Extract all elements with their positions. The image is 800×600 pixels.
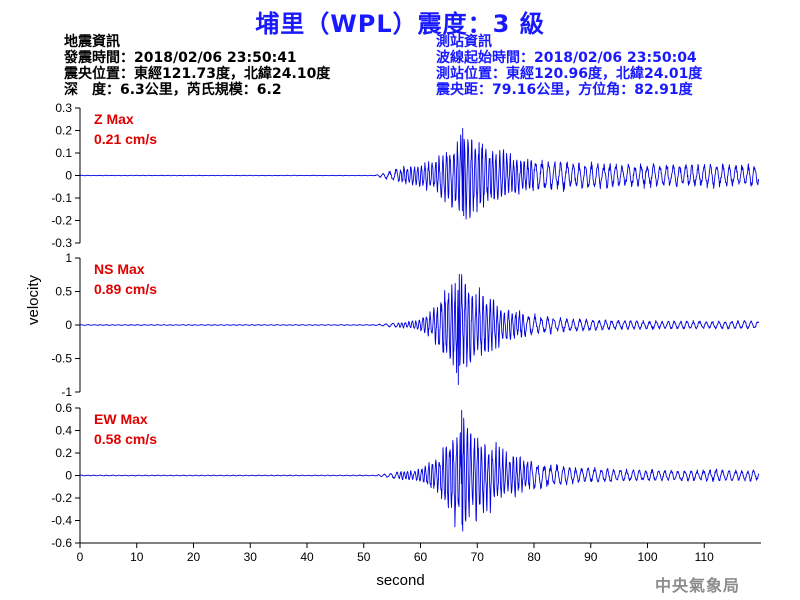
x-tick-label: 50 (357, 550, 371, 564)
x-tick-label: 100 (637, 550, 657, 564)
ns-max-label: NS Max (94, 261, 145, 277)
earthquake-info-heading: 地震資訊 (64, 34, 120, 50)
z-y-tick-label: 0.1 (55, 146, 72, 160)
z-y-tick-label: -0.3 (51, 236, 72, 250)
wave-start-time: 波線起始時間：2018/02/06 23:50:04 (436, 50, 697, 66)
z-y-tick-label: 0.2 (55, 124, 72, 138)
x-tick-label: 30 (244, 550, 258, 564)
x-tick-label: 0 (77, 550, 84, 564)
earthquake-info: 地震資訊 發震時間：2018/02/06 23:50:41 震央位置：東經121… (64, 34, 330, 98)
ns-velocity-trace (79, 273, 760, 386)
ns-y-tick-label: 1 (65, 251, 72, 265)
station-location: 測站位置：東經120.96度，北緯24.01度 (436, 66, 703, 82)
watermark: 中央氣象局 (655, 576, 741, 595)
page-title: 埔里（WPL）震度：3 級 (255, 10, 545, 38)
x-tick-label: 60 (414, 550, 428, 564)
z-y-tick-label: 0 (65, 169, 72, 183)
epicentral-distance-azimuth: 震央距：79.16公里，方位角：82.91度 (436, 82, 693, 98)
ew-max-value-label: 0.58 cm/s (94, 431, 157, 447)
epicenter-location: 震央位置：東經121.73度，北緯24.10度 (64, 66, 331, 82)
ns-max-value-label: 0.89 cm/s (94, 281, 157, 297)
x-tick-label: 40 (300, 550, 314, 564)
z-y-tick-label: -0.2 (51, 214, 72, 228)
ew-y-tick-label: 0.4 (55, 424, 72, 438)
ns-y-tick-label: -1 (61, 385, 72, 399)
ew-y-tick-label: 0.6 (55, 401, 72, 415)
ew-y-tick-label: 0 (65, 469, 72, 483)
ns-y-tick-label: 0.5 (55, 285, 72, 299)
x-tick-label: 70 (471, 550, 485, 564)
z-y-tick-label: 0.3 (55, 101, 72, 115)
z-velocity-trace (79, 127, 760, 220)
ew-y-tick-label: 0.2 (55, 446, 72, 460)
x-tick-label: 110 (695, 550, 714, 564)
ew-y-tick-label: -0.2 (51, 491, 72, 505)
ns-y-tick-label: -0.5 (51, 352, 72, 366)
station-info-heading: 測站資訊 (436, 34, 492, 50)
ew-velocity-trace (79, 409, 760, 532)
ns-y-tick-label: 0 (65, 318, 72, 332)
ew-max-label: EW Max (94, 411, 148, 427)
depth-magnitude: 深 度：6.3公里，芮氏規模：6.2 (64, 82, 282, 98)
ew-y-tick-label: -0.6 (51, 536, 72, 550)
ew-y-tick-label: -0.4 (51, 514, 72, 528)
z-max-value-label: 0.21 cm/s (94, 131, 157, 147)
x-tick-label: 90 (584, 550, 598, 564)
station-info: 測站資訊 波線起始時間：2018/02/06 23:50:04 測站位置：東經1… (436, 34, 702, 98)
x-tick-label: 20 (187, 550, 201, 564)
y-axis-label: velocity (25, 274, 42, 325)
x-tick-label: 10 (130, 550, 144, 564)
origin-time: 發震時間：2018/02/06 23:50:41 (64, 50, 297, 66)
z-y-tick-label: -0.1 (51, 191, 72, 205)
z-max-label: Z Max (94, 111, 134, 127)
x-axis-label: second (376, 572, 424, 589)
x-tick-label: 80 (527, 550, 541, 564)
